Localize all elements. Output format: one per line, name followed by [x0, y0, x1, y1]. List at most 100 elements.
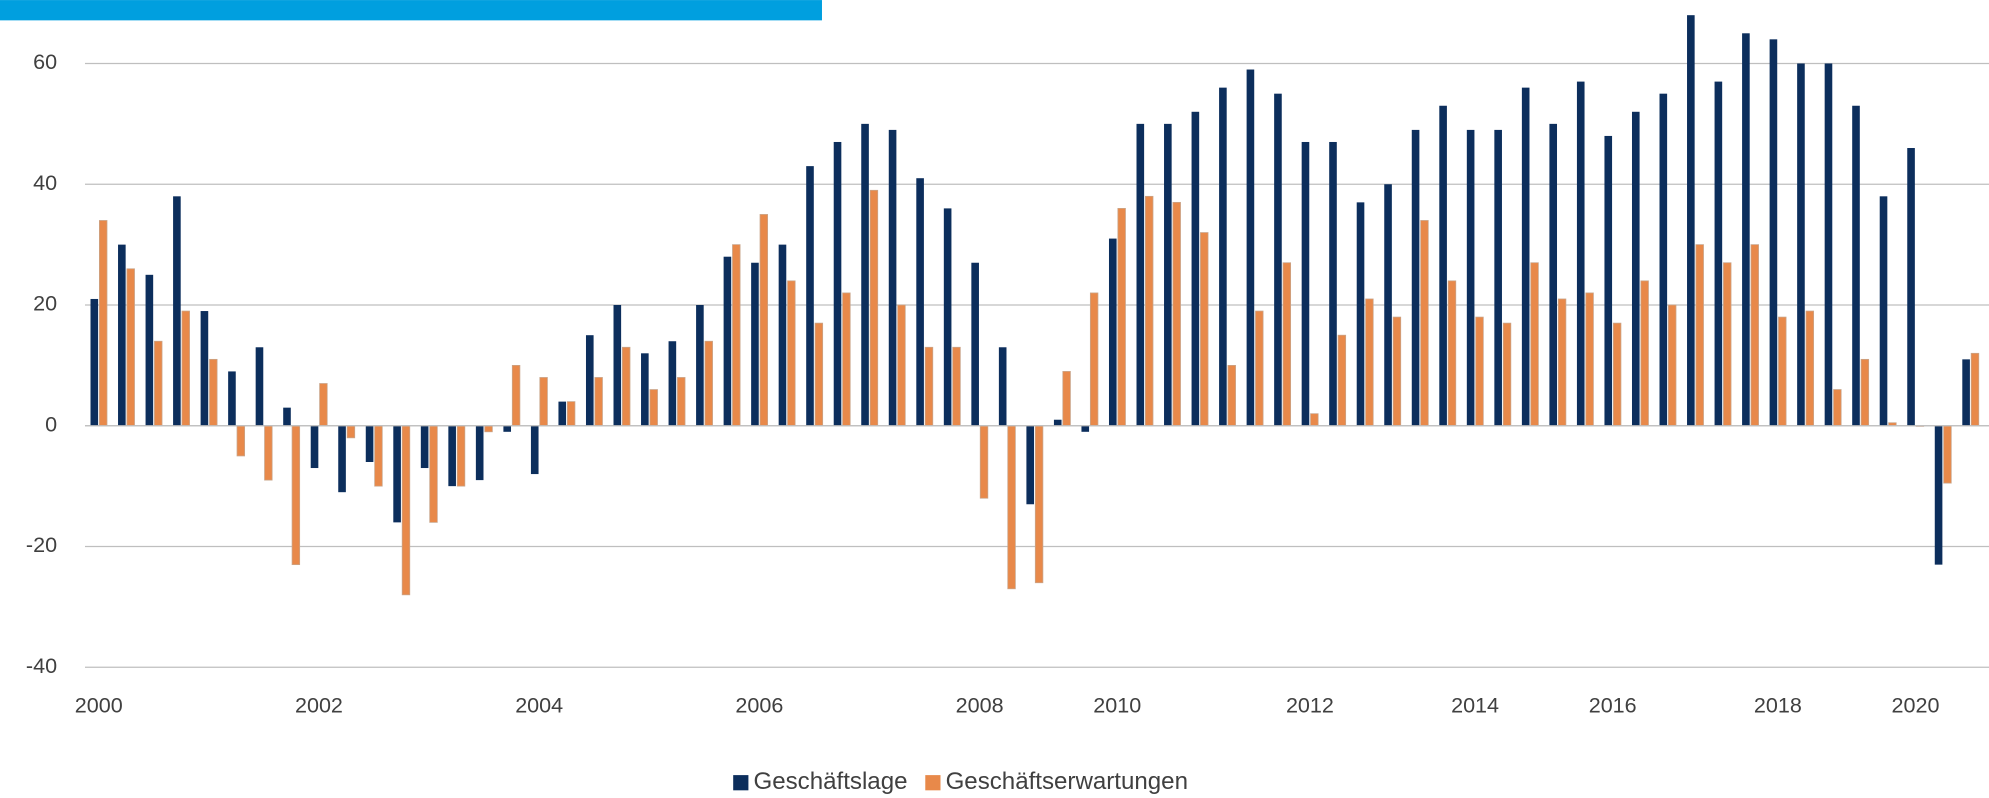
bar [888, 129, 897, 426]
bar [1695, 244, 1704, 427]
bar [1117, 208, 1126, 427]
y-tick-label: -20 [26, 532, 57, 557]
bar [448, 425, 456, 487]
bar [310, 425, 319, 469]
x-tick-label: 2016 [1589, 692, 1637, 717]
bar [1970, 352, 1980, 427]
bar [374, 425, 383, 487]
bar [1907, 148, 1915, 426]
bar [456, 425, 466, 487]
legend-label: Geschäftserwartungen [946, 768, 1188, 795]
bar [979, 425, 989, 499]
bar [641, 353, 649, 426]
bar [1879, 196, 1888, 426]
bar [338, 425, 346, 493]
bar [1576, 81, 1585, 426]
bar [842, 292, 851, 427]
bar [971, 262, 979, 426]
bar [696, 305, 704, 426]
bar [723, 256, 732, 426]
bar [1108, 238, 1117, 426]
bar [1502, 322, 1512, 427]
bar [1612, 322, 1622, 427]
bar [503, 425, 512, 432]
bar [897, 304, 906, 427]
bar [613, 305, 622, 426]
bar [1943, 425, 1952, 484]
x-tick-label: 2014 [1451, 692, 1499, 717]
bar [1337, 334, 1347, 427]
bar [1631, 111, 1640, 426]
bar [1714, 81, 1723, 426]
bar [283, 407, 291, 426]
x-tick-label: 2008 [956, 692, 1004, 717]
bar [264, 425, 273, 481]
bar [1301, 141, 1310, 426]
bar [1687, 15, 1695, 426]
bar [1384, 184, 1392, 426]
x-tick-label: 2020 [1892, 692, 1940, 717]
bar [1329, 141, 1337, 426]
bar [1557, 298, 1567, 427]
x-tick-label: 2012 [1286, 692, 1334, 717]
bar [1934, 425, 1943, 565]
bar [228, 371, 236, 426]
bar [1310, 413, 1319, 427]
bar [1136, 123, 1145, 426]
bar [346, 425, 356, 439]
y-tick-label: 60 [33, 49, 57, 74]
bar [566, 401, 576, 427]
bar [1420, 220, 1429, 427]
bar [126, 268, 135, 427]
bar [759, 214, 769, 427]
bar [393, 425, 401, 523]
bar [1769, 39, 1778, 426]
bar [511, 365, 521, 427]
bar [1860, 358, 1870, 427]
bar [539, 377, 548, 427]
bar [869, 189, 879, 427]
bar [118, 244, 126, 426]
bar [1227, 365, 1236, 427]
legend-swatch [925, 775, 941, 791]
bar [1742, 33, 1750, 426]
bar [1356, 202, 1365, 426]
bar [1411, 129, 1420, 426]
bar [319, 383, 328, 427]
bar [1797, 63, 1805, 426]
bar [1852, 105, 1860, 426]
bar [1392, 316, 1402, 427]
bar [1164, 123, 1172, 426]
bar [1089, 292, 1099, 427]
bar [484, 425, 493, 433]
y-tick-label: 20 [33, 291, 57, 316]
bar [145, 274, 154, 426]
x-tick-label: 2010 [1093, 692, 1141, 717]
bar [751, 262, 759, 426]
bar [668, 341, 677, 426]
x-tick-label: 2002 [295, 692, 343, 717]
bar [861, 123, 869, 426]
bar [475, 425, 484, 481]
bar [90, 298, 99, 426]
bar [99, 220, 108, 427]
bar [943, 208, 952, 426]
bar [1200, 232, 1209, 427]
bar [594, 377, 603, 427]
bar [1962, 359, 1970, 426]
bar [429, 425, 438, 523]
bar [916, 178, 924, 426]
bar [154, 340, 163, 427]
bar [1824, 63, 1833, 426]
bar [1282, 262, 1292, 427]
bar [1062, 371, 1071, 427]
bar [1466, 129, 1475, 426]
bar [1255, 310, 1264, 427]
bar [420, 425, 429, 469]
bar [1750, 244, 1759, 427]
bar [173, 196, 181, 426]
bar [1081, 425, 1090, 432]
bar [1521, 87, 1530, 426]
bar [1365, 298, 1374, 427]
bar [236, 425, 246, 457]
